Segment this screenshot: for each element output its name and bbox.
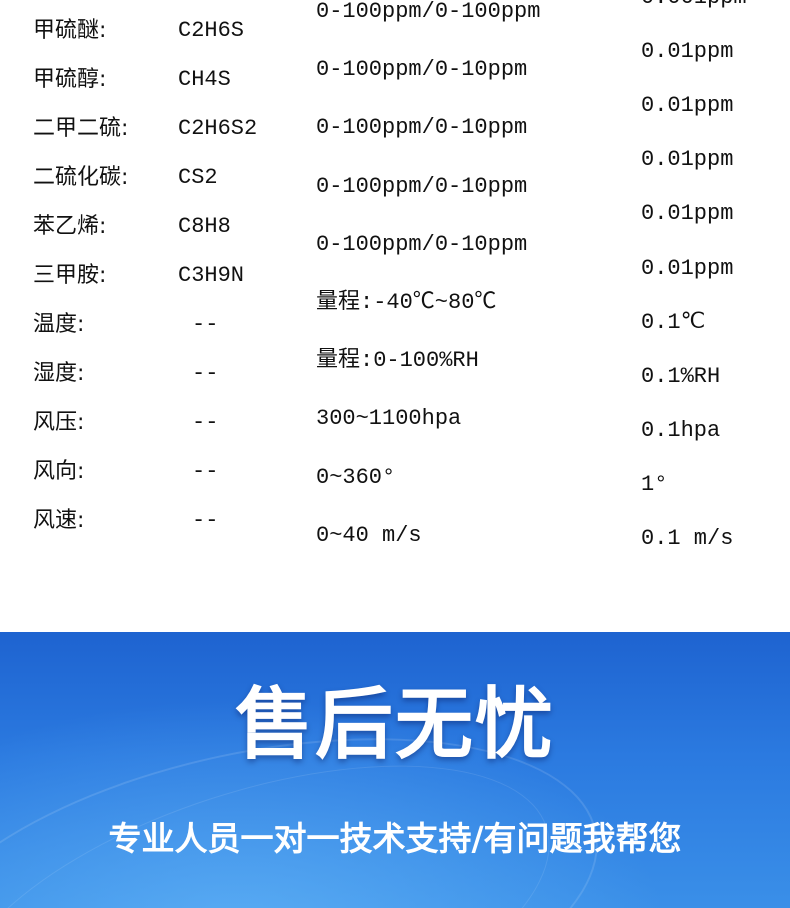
resolution: 0.01ppm bbox=[641, 39, 734, 65]
resolution: 0.1℃ bbox=[641, 309, 706, 335]
gas-formula: CS2 bbox=[178, 165, 218, 190]
measure-range: 0-100ppm/0-10ppm bbox=[316, 57, 528, 83]
gas-name: 苯乙烯: bbox=[33, 214, 107, 239]
gas-formula: C2H6S bbox=[178, 18, 245, 43]
gas-formula: CH4S bbox=[178, 67, 231, 92]
gas-formula: C3H9N bbox=[178, 263, 245, 288]
gas-formula: -- bbox=[192, 459, 219, 484]
resolution: 0.001ppm bbox=[641, 0, 747, 11]
resolution: 0.1 m/s bbox=[641, 526, 734, 551]
resolution: 0.01ppm bbox=[641, 147, 734, 173]
banner-subtitle: 专业人员一对一技术支持/有问题我帮您 bbox=[108, 819, 682, 858]
resolution: 0.1hpa bbox=[641, 417, 721, 443]
gas-formula: C2H6S2 bbox=[178, 116, 258, 141]
gas-formula: C8H8 bbox=[178, 214, 231, 239]
measure-range: 0-100ppm/0-100ppm bbox=[316, 0, 541, 24]
resolution: 1° bbox=[641, 471, 668, 497]
after-sales-banner: 售后无忧 专业人员一对一技术支持/有问题我帮您 bbox=[0, 632, 790, 908]
measure-range: 0-100ppm/0-10ppm bbox=[316, 173, 528, 199]
gas-name: 风向: bbox=[33, 459, 85, 484]
measure-range: 300~1100hpa bbox=[316, 406, 462, 432]
gas-name: 甲硫醇: bbox=[33, 67, 107, 92]
gas-name: 风压: bbox=[33, 410, 85, 435]
gas-name: 二甲二硫: bbox=[33, 116, 129, 141]
measure-range: 0-100ppm/0-10ppm bbox=[316, 231, 528, 257]
measure-range: 0-100ppm/0-10ppm bbox=[316, 115, 528, 141]
measure-range: 量程:0-100%RH bbox=[316, 348, 479, 374]
measure-range: 0~360° bbox=[316, 464, 396, 490]
resolution: 0.01ppm bbox=[641, 93, 734, 119]
gas-formula: -- bbox=[192, 508, 219, 533]
gas-name: 三甲胺: bbox=[33, 263, 107, 288]
measure-range: 量程:-40℃~80℃ bbox=[316, 290, 497, 315]
gas-formula: -- bbox=[192, 410, 219, 435]
resolution: 0.1%RH bbox=[641, 363, 721, 389]
gas-name: 甲硫醚: bbox=[33, 18, 107, 43]
resolution: 0.01ppm bbox=[641, 255, 734, 281]
gas-formula: -- bbox=[192, 312, 219, 337]
gas-formula: -- bbox=[192, 361, 219, 386]
gas-name: 二硫化碳: bbox=[33, 165, 129, 190]
measure-range: 0~40 m/s bbox=[316, 522, 422, 548]
gas-name: 风速: bbox=[33, 508, 85, 533]
gas-name: 湿度: bbox=[33, 361, 85, 386]
gas-name: 温度: bbox=[33, 312, 85, 337]
resolution: 0.01ppm bbox=[641, 201, 734, 227]
banner-title: 售后无忧 bbox=[234, 680, 555, 770]
